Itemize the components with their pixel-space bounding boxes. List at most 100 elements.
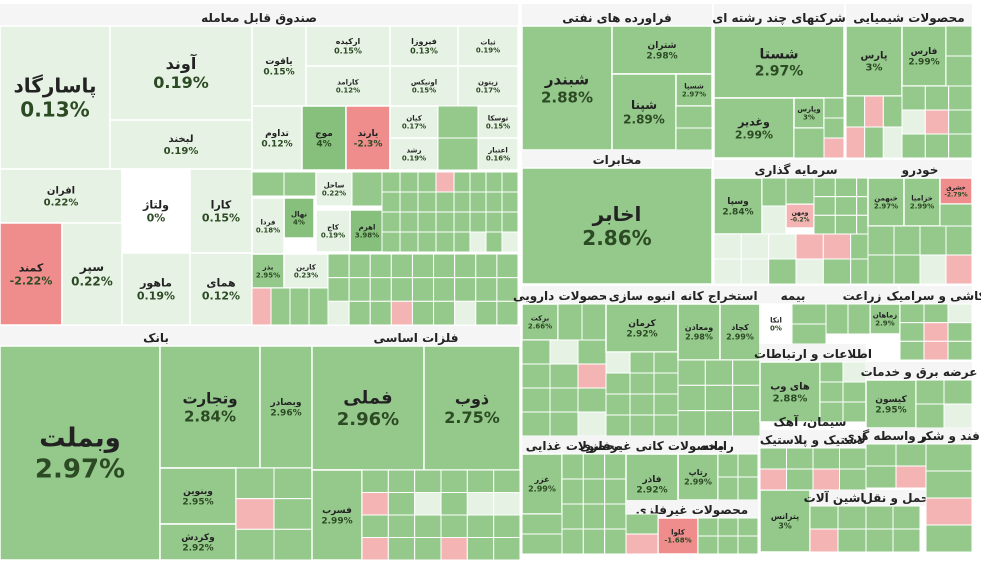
minor-tile[interactable] (939, 203, 973, 227)
minor-tile[interactable] (845, 95, 866, 128)
tile-rect[interactable] (657, 517, 699, 555)
minor-tile[interactable] (864, 95, 884, 128)
minor-tile[interactable] (485, 211, 503, 233)
minor-tile[interactable] (629, 414, 655, 437)
minor-tile[interactable] (924, 109, 950, 135)
minor-tile[interactable] (919, 254, 947, 285)
minor-tile[interactable] (882, 126, 903, 159)
minor-tile[interactable] (737, 517, 759, 537)
tile-53[interactable]: خشرق-2.79% (939, 177, 973, 205)
minor-tile[interactable] (948, 85, 973, 111)
minor-tile[interactable] (704, 410, 734, 437)
minor-tile[interactable] (369, 300, 392, 326)
minor-tile[interactable] (369, 277, 392, 302)
minor-tile[interactable] (605, 372, 631, 395)
minor-tile[interactable] (629, 372, 655, 395)
minor-tile[interactable] (496, 300, 519, 326)
minor-tile[interactable] (943, 403, 973, 429)
minor-tile[interactable] (759, 468, 787, 491)
minor-tile[interactable] (867, 254, 895, 285)
tile-rect[interactable] (759, 489, 811, 553)
minor-tile[interactable] (475, 277, 498, 302)
tile-rect[interactable] (611, 25, 713, 75)
tile-50[interactable]: ومهن-0.2% (785, 203, 815, 229)
minor-tile[interactable] (361, 537, 389, 561)
minor-tile[interactable] (381, 211, 401, 233)
minor-tile[interactable] (625, 533, 659, 555)
minor-tile[interactable] (813, 214, 836, 235)
minor-tile[interactable] (549, 363, 579, 389)
minor-tile[interactable] (713, 258, 742, 285)
minor-tile[interactable] (919, 225, 947, 256)
minor-tile[interactable] (485, 231, 503, 253)
minor-tile[interactable] (348, 253, 371, 279)
tile-rect[interactable] (159, 467, 237, 525)
minor-tile[interactable] (283, 171, 317, 197)
minor-tile[interactable] (675, 105, 713, 129)
tile-rect[interactable] (457, 65, 519, 107)
minor-tile[interactable] (327, 253, 350, 279)
minor-tile[interactable] (493, 469, 521, 493)
minor-tile[interactable] (454, 300, 477, 326)
tile-rect[interactable] (457, 25, 519, 67)
minor-tile[interactable] (399, 191, 419, 213)
minor-tile[interactable] (947, 340, 973, 361)
minor-tile[interactable] (625, 513, 659, 535)
minor-tile[interactable] (732, 359, 761, 386)
minor-tile[interactable] (901, 109, 926, 135)
minor-tile[interactable] (737, 476, 759, 501)
minor-tile[interactable] (521, 533, 563, 555)
minor-tile[interactable] (895, 465, 927, 489)
minor-tile[interactable] (469, 211, 487, 233)
minor-tile[interactable] (387, 469, 416, 493)
minor-tile[interactable] (717, 517, 739, 537)
minor-tile[interactable] (475, 253, 498, 279)
minor-tile[interactable] (892, 528, 921, 553)
tile-rect[interactable] (713, 97, 795, 159)
minor-tile[interactable] (812, 468, 840, 491)
minor-tile[interactable] (604, 453, 627, 480)
minor-tile[interactable] (945, 25, 973, 57)
minor-tile[interactable] (704, 359, 734, 386)
minor-tile[interactable] (454, 277, 477, 302)
minor-tile[interactable] (834, 196, 858, 216)
minor-tile[interactable] (414, 514, 442, 538)
tile-65[interactable]: کلوا-1.68% (657, 517, 699, 555)
minor-tile[interactable] (604, 478, 627, 505)
minor-tile[interactable] (501, 171, 519, 193)
tile-rect[interactable] (521, 303, 559, 341)
minor-tile[interactable] (653, 414, 679, 437)
tile-rect[interactable] (121, 168, 191, 254)
minor-tile[interactable] (493, 492, 521, 516)
minor-tile[interactable] (557, 303, 583, 341)
minor-tile[interactable] (390, 300, 413, 326)
tile-rect[interactable] (315, 171, 353, 207)
minor-tile[interactable] (948, 109, 973, 135)
minor-tile[interactable] (561, 478, 584, 505)
minor-tile[interactable] (369, 253, 392, 279)
tile-rect[interactable] (189, 168, 253, 254)
minor-tile[interactable] (893, 225, 921, 256)
minor-tile[interactable] (387, 492, 416, 516)
minor-tile[interactable] (823, 97, 845, 119)
minor-tile[interactable] (923, 322, 949, 342)
minor-tile[interactable] (947, 303, 973, 324)
minor-tile[interactable] (501, 231, 519, 253)
